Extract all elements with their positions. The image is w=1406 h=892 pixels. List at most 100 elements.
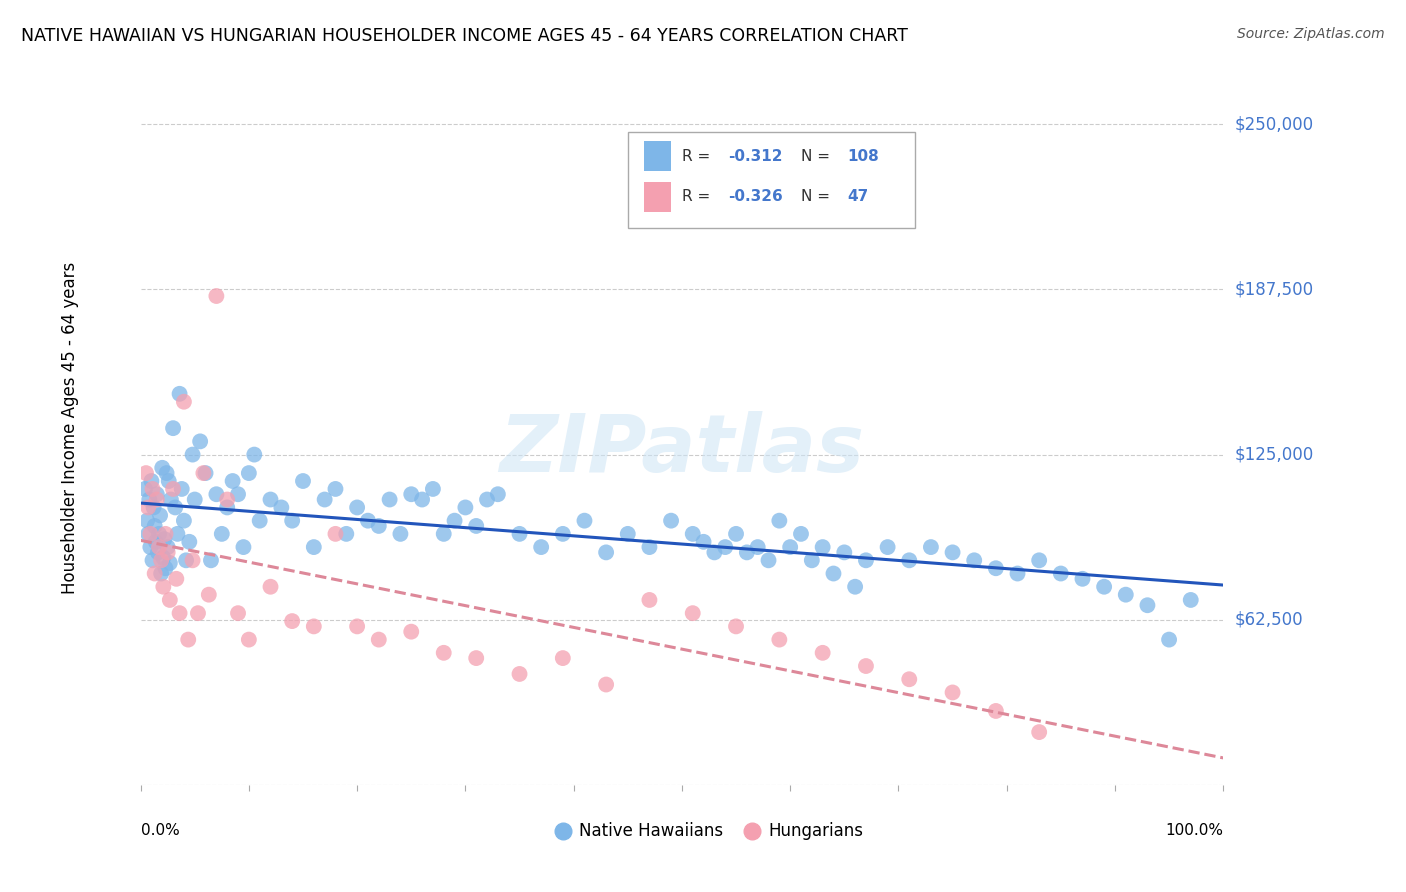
- Point: [155, 466, 177, 480]
- Point: [165, 500, 187, 515]
- Point: [238, 466, 260, 480]
- Point: [389, 527, 412, 541]
- Point: [139, 540, 162, 554]
- Point: [876, 540, 898, 554]
- Point: [638, 540, 661, 554]
- Point: [758, 553, 780, 567]
- Point: [1159, 632, 1181, 647]
- Text: $62,500: $62,500: [1234, 611, 1303, 629]
- Point: [152, 550, 174, 565]
- Point: [855, 553, 877, 567]
- Text: ZIPatlas: ZIPatlas: [499, 410, 865, 489]
- Point: [198, 588, 221, 602]
- Point: [855, 659, 877, 673]
- Text: $125,000: $125,000: [1234, 446, 1313, 464]
- Point: [714, 540, 737, 554]
- Point: [790, 527, 813, 541]
- Point: [148, 527, 170, 541]
- Point: [768, 514, 790, 528]
- Point: [141, 553, 163, 567]
- Point: [136, 527, 159, 541]
- Point: [509, 667, 531, 681]
- Point: [138, 492, 160, 507]
- Point: [551, 651, 574, 665]
- Point: [150, 566, 173, 581]
- Point: [811, 646, 834, 660]
- Point: [159, 556, 181, 570]
- Text: $250,000: $250,000: [1234, 115, 1313, 133]
- Point: [1115, 588, 1137, 602]
- Point: [682, 606, 704, 620]
- Point: [165, 572, 187, 586]
- Point: [844, 580, 866, 594]
- Point: [217, 500, 239, 515]
- Point: [735, 545, 758, 559]
- Point: [170, 482, 193, 496]
- Point: [433, 527, 456, 541]
- Point: [141, 474, 163, 488]
- Point: [183, 492, 207, 507]
- Point: [367, 632, 389, 647]
- Point: [143, 566, 166, 581]
- Point: [422, 482, 444, 496]
- Point: [920, 540, 942, 554]
- Point: [146, 492, 169, 507]
- Point: [595, 545, 617, 559]
- Point: [243, 448, 266, 462]
- Point: [238, 632, 260, 647]
- Point: [401, 624, 423, 639]
- Point: [325, 482, 347, 496]
- Text: N =: N =: [801, 189, 835, 204]
- Point: [159, 593, 181, 607]
- Point: [221, 474, 243, 488]
- Point: [155, 561, 177, 575]
- Point: [325, 527, 347, 541]
- Point: [378, 492, 401, 507]
- Point: [162, 421, 184, 435]
- Point: [335, 527, 357, 541]
- Point: [1092, 580, 1115, 594]
- Point: [217, 492, 239, 507]
- Point: [292, 474, 315, 488]
- Point: [357, 514, 380, 528]
- Point: [346, 500, 368, 515]
- Point: [139, 527, 162, 541]
- Point: [898, 553, 921, 567]
- Point: [200, 553, 222, 567]
- Point: [401, 487, 423, 501]
- Point: [703, 545, 725, 559]
- Point: [141, 482, 163, 496]
- Point: [162, 482, 184, 496]
- Point: [433, 646, 456, 660]
- Point: [169, 386, 191, 401]
- Point: [193, 466, 215, 480]
- Point: [150, 460, 173, 475]
- Point: [205, 289, 228, 303]
- Point: [725, 527, 748, 541]
- Point: [725, 619, 748, 633]
- Point: [1028, 553, 1050, 567]
- Point: [226, 487, 249, 501]
- Point: [173, 394, 195, 409]
- Point: [659, 514, 682, 528]
- Point: [1028, 725, 1050, 739]
- Point: [509, 527, 531, 541]
- Point: [779, 540, 801, 554]
- Point: [898, 672, 921, 686]
- Point: [181, 448, 204, 462]
- Point: [367, 519, 389, 533]
- Point: [188, 434, 211, 449]
- Point: [134, 482, 156, 496]
- Point: [595, 677, 617, 691]
- Point: [270, 500, 292, 515]
- Point: [142, 500, 165, 515]
- Point: [157, 474, 180, 488]
- Text: Householder Income Ages 45 - 64 years: Householder Income Ages 45 - 64 years: [62, 262, 79, 594]
- Point: [177, 632, 200, 647]
- Point: [1180, 593, 1202, 607]
- Point: [226, 606, 249, 620]
- FancyBboxPatch shape: [628, 132, 915, 228]
- Point: [156, 545, 179, 559]
- Point: [174, 553, 197, 567]
- Point: [443, 514, 465, 528]
